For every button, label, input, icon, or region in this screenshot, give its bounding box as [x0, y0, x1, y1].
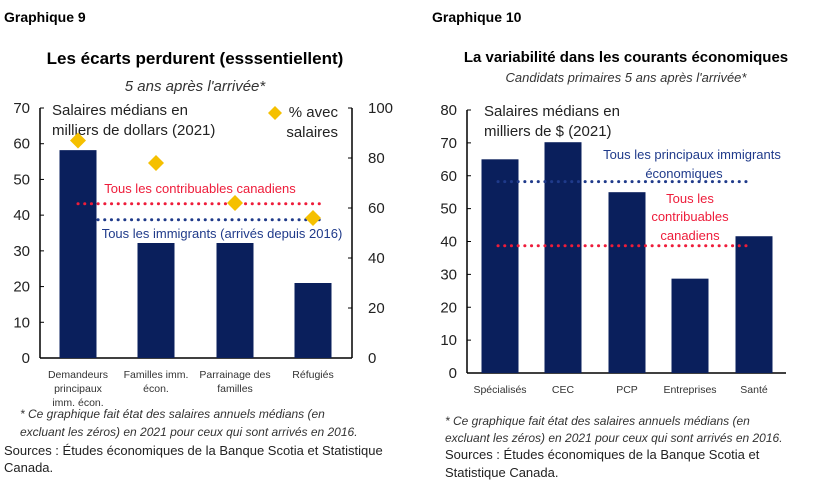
- y-tick-label: 60: [440, 168, 457, 185]
- y2-tick-label: 20: [368, 300, 385, 317]
- x-tick-label: Réfugiés: [292, 369, 333, 381]
- x-tick-label: principaux: [54, 383, 103, 395]
- sources-line: Canada.: [4, 460, 53, 475]
- x-tick-label: imm. écon.: [52, 397, 103, 409]
- y2-tick-label: 0: [368, 350, 376, 367]
- reference-label: Tous les immigrants (arrivés depuis 2016…: [102, 226, 343, 241]
- y-axis-title: milliers de $ (2021): [484, 123, 612, 140]
- y-tick-label: 10: [440, 332, 457, 349]
- y-tick-label: 30: [13, 243, 30, 260]
- legend-diamond-icon: [268, 106, 282, 120]
- y-axis-title: milliers de dollars (2021): [52, 122, 215, 139]
- legend-label: salaires: [286, 124, 338, 141]
- legend-label: % avec: [289, 104, 339, 121]
- y2-tick-label: 40: [368, 250, 385, 267]
- x-tick-label: Spécialisés: [473, 384, 526, 396]
- chart-label: Graphique 9: [4, 9, 86, 25]
- bar-2: [216, 243, 254, 358]
- diamond-marker-2: [227, 195, 243, 211]
- bar-1: [544, 142, 582, 373]
- bar-3: [671, 278, 709, 373]
- footnote-line: excluant les zéros) en 2021 pour ceux qu…: [445, 431, 783, 445]
- reference-label: contribuables: [651, 209, 729, 224]
- footnote-line: * Ce graphique fait état des salaires an…: [20, 407, 325, 421]
- y-tick-label: 70: [440, 135, 457, 152]
- diamond-marker-3: [305, 210, 321, 226]
- y-tick-label: 10: [13, 314, 30, 331]
- chart-title: La variabilité dans les courants économi…: [464, 49, 788, 66]
- chart-subtitle: Candidats primaires 5 ans après l'arrivé…: [506, 70, 748, 85]
- bar-4: [735, 236, 773, 373]
- x-tick-label: écon.: [143, 383, 169, 395]
- chart-title: Les écarts perdurent (esssentiellent): [47, 49, 344, 68]
- bar-3: [294, 283, 332, 358]
- y2-tick-label: 80: [368, 150, 385, 167]
- y-tick-label: 0: [449, 365, 457, 382]
- y-tick-label: 60: [13, 136, 30, 153]
- bar-1: [137, 243, 175, 358]
- chart-subtitle: 5 ans après l'arrivée*: [125, 78, 267, 95]
- y-tick-label: 20: [440, 299, 457, 316]
- x-tick-label: PCP: [616, 384, 638, 396]
- y-tick-label: 50: [440, 201, 457, 218]
- bar-0: [481, 159, 519, 373]
- x-tick-label: Demandeurs: [48, 369, 108, 381]
- y-tick-label: 40: [13, 207, 30, 224]
- reference-label: Tous les contribuables canadiens: [104, 181, 296, 196]
- chart-label: Graphique 10: [432, 9, 522, 25]
- sources-line: Statistique Canada.: [445, 465, 558, 480]
- y-tick-label: 0: [22, 350, 30, 367]
- reference-label: Tous les: [666, 191, 714, 206]
- x-tick-label: Santé: [740, 384, 768, 396]
- sources-line: Sources : Études économiques de la Banqu…: [445, 447, 760, 462]
- bar-2: [608, 192, 646, 373]
- footnote-line: * Ce graphique fait état des salaires an…: [445, 414, 750, 428]
- y-tick-label: 40: [440, 234, 457, 251]
- reference-label: canadiens: [660, 228, 720, 243]
- sources-line: Sources : Études économiques de la Banqu…: [4, 443, 383, 458]
- y2-tick-label: 100: [368, 100, 393, 117]
- reference-label: Tous les principaux immigrants: [603, 147, 781, 162]
- x-tick-label: Parrainage des: [199, 369, 270, 381]
- x-tick-label: Entreprises: [663, 384, 716, 396]
- reference-label: économiques: [645, 166, 723, 181]
- diamond-marker-1: [148, 155, 164, 171]
- footnote-line: excluant les zéros) en 2021 pour ceux qu…: [20, 425, 358, 439]
- y2-tick-label: 60: [368, 200, 385, 217]
- y-tick-label: 70: [13, 100, 30, 117]
- y-tick-label: 80: [440, 102, 457, 119]
- diamond-marker-0: [70, 132, 86, 149]
- y-tick-label: 20: [13, 279, 30, 296]
- y-tick-label: 30: [440, 266, 457, 283]
- y-axis-title: Salaires médians en: [52, 102, 188, 119]
- x-tick-label: familles: [217, 383, 253, 395]
- y-tick-label: 50: [13, 171, 30, 188]
- x-tick-label: CEC: [552, 384, 575, 396]
- x-tick-label: Familles imm.: [124, 369, 189, 381]
- y-axis-title: Salaires médians en: [484, 103, 620, 120]
- bar-0: [59, 150, 97, 358]
